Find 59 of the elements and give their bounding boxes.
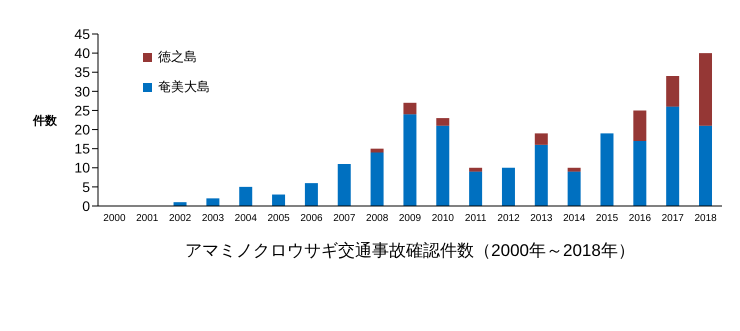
x-tick-label: 2007 [333,213,356,224]
x-tick-label: 2002 [168,213,192,224]
x-tick-label: 2017 [662,213,684,224]
x-tick-label: 2015 [596,213,619,224]
bar [436,118,450,126]
y-tick-label: 40 [74,45,90,62]
legend-label: 奄美大島 [158,78,210,96]
bar [304,183,318,206]
bar [436,126,450,206]
bar [666,76,680,107]
x-tick-label: 2009 [398,213,422,224]
bar [666,106,680,206]
bar [633,141,646,206]
x-tick-label: 2003 [202,213,225,224]
y-tick-label: 45 [74,26,90,42]
y-tick-label: 20 [74,122,90,138]
bar [568,172,581,206]
x-tick-label: 2018 [694,213,718,224]
bar [534,144,548,206]
legend-label: 徳之島 [158,48,197,66]
y-tick-label: 30 [74,83,90,100]
y-tick-label: 0 [82,198,90,214]
bar [469,168,482,172]
bar [370,152,384,206]
bar [534,133,548,145]
x-tick-label: 2005 [268,213,290,224]
x-tick-label: 2011 [464,213,487,224]
x-tick-label: 2014 [563,213,586,224]
y-tick-label: 35 [74,64,90,80]
bar [272,194,286,206]
x-tick-label: 2016 [628,213,652,224]
bar [239,186,252,206]
bar [699,53,712,126]
bar [370,148,384,152]
bar [600,133,614,206]
y-axis-title: 件数 [32,113,58,128]
y-tick-label: 15 [74,140,90,157]
y-tick-label: 5 [82,178,90,195]
bar [699,126,712,206]
bar [206,198,220,206]
x-tick-label: 2001 [136,213,159,224]
x-tick-label: 2012 [497,213,520,224]
bar [174,202,187,206]
x-tick-label: 2008 [366,213,389,224]
y-tick-label: 10 [74,160,90,176]
bar [502,168,515,206]
x-tick-label: 2004 [234,213,258,224]
x-axis-title: アマミノクロウサギ交通事故確認件数（2000年～2018年） [185,241,635,260]
x-tick-label: 2010 [432,213,454,224]
bar [568,168,581,172]
x-tick-label: 2006 [300,213,324,224]
bar [469,172,482,206]
x-tick-label: 2013 [530,213,553,224]
y-tick-label: 25 [74,102,90,118]
bar [403,114,416,206]
bar [403,102,416,114]
x-tick-label: 2000 [103,213,126,224]
bar [633,110,646,142]
bar [338,164,351,206]
